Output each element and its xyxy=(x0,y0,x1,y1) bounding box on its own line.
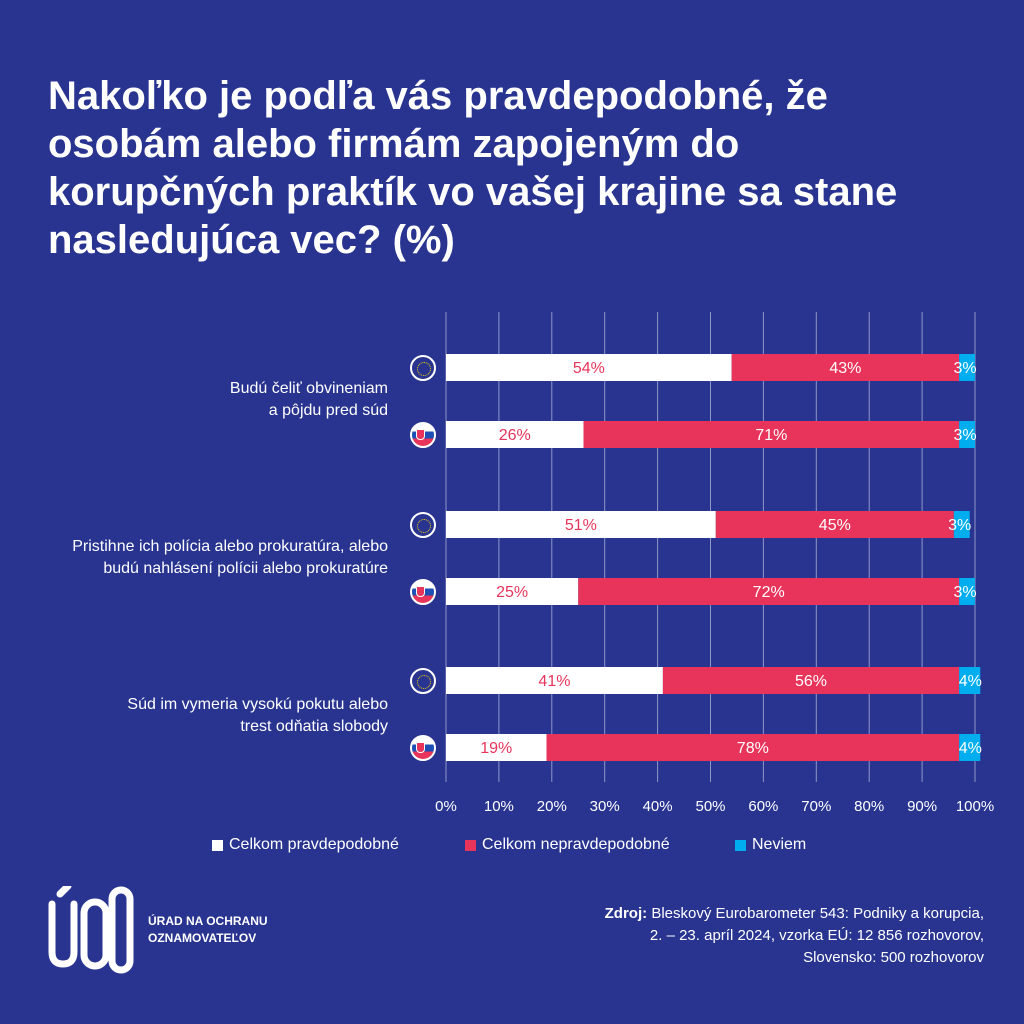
uoo-logo xyxy=(48,886,134,974)
bar-segment xyxy=(578,578,960,605)
category-label: Budú čeliť obvineniam a pôjdu pred súd xyxy=(229,380,388,419)
legend-item-likely: Celkom pravdepodobné xyxy=(212,836,399,854)
x-tick-label: 30% xyxy=(590,798,620,815)
bar-segment xyxy=(446,667,663,694)
bar-segment xyxy=(959,667,981,694)
x-tick-label: 70% xyxy=(801,798,831,815)
bar-segment xyxy=(959,421,975,448)
data-label: 3% xyxy=(948,517,971,534)
bar-segment xyxy=(446,734,547,761)
eu-flag-icon xyxy=(410,355,436,381)
data-label: 26% xyxy=(499,427,531,444)
legend-swatch xyxy=(465,839,476,851)
category-label: Pristihne ich polícia alebo prokuratúra,… xyxy=(72,538,388,577)
x-tick-label: 50% xyxy=(695,798,725,815)
data-label: 3% xyxy=(953,584,976,601)
bar-segment xyxy=(446,421,584,448)
logo-text: ÚRAD NA OCHRANU OZNAMOVATEĽOV xyxy=(148,914,268,945)
data-label: 51% xyxy=(565,517,597,534)
legend-item-unlikely: Celkom nepravdepodobné xyxy=(465,836,670,854)
bar-segment xyxy=(446,578,579,605)
legend-swatch xyxy=(735,839,746,851)
bar-segment xyxy=(959,578,975,605)
eu-flag-icon xyxy=(410,668,436,694)
data-label: 72% xyxy=(753,584,785,601)
bar-segment xyxy=(583,421,960,448)
data-label: 71% xyxy=(755,427,787,444)
x-tick-label: 0% xyxy=(435,798,457,815)
data-label: 78% xyxy=(737,740,769,757)
bar-segment xyxy=(446,511,716,538)
x-tick-label: 40% xyxy=(643,798,673,815)
data-label: 3% xyxy=(953,360,976,377)
bar-segment xyxy=(715,511,954,538)
category-label: Súd im vymeria vysokú pokutu alebo trest… xyxy=(127,696,388,735)
eu-flag-icon xyxy=(410,512,436,538)
slovakia-flag-icon xyxy=(410,735,436,761)
legend-label: Celkom pravdepodobné xyxy=(229,836,399,853)
bar-segment xyxy=(446,354,732,381)
x-tick-label: 20% xyxy=(537,798,567,815)
x-tick-label: 100% xyxy=(956,798,994,815)
bar-segment xyxy=(546,734,960,761)
data-label: 3% xyxy=(953,427,976,444)
stacked-bar-chart: 0% 10% 20% 30% 40% 50% 60% 70% 80% 90% 100% 54% 43% 3… xyxy=(435,312,994,815)
x-tick-label: 80% xyxy=(854,798,884,815)
x-tick-label: 60% xyxy=(748,798,778,815)
data-label: 56% xyxy=(795,673,827,690)
slovakia-flag-icon xyxy=(410,579,436,605)
data-label: 43% xyxy=(829,360,861,377)
bar-segment xyxy=(953,511,970,538)
slovakia-flag-icon xyxy=(410,422,436,448)
bar-segment xyxy=(662,667,960,694)
data-label: 4% xyxy=(959,740,982,757)
legend-label: Celkom nepravdepodobné xyxy=(482,836,670,853)
data-label: 45% xyxy=(819,517,851,534)
data-label: 54% xyxy=(573,360,605,377)
bar-segment xyxy=(731,354,960,381)
bar-segment xyxy=(959,734,981,761)
bar-segment xyxy=(959,354,975,381)
legend-label: Neviem xyxy=(752,836,807,853)
data-label: 19% xyxy=(480,740,512,757)
legend-swatch xyxy=(212,839,223,851)
legend-item-dont-know: Neviem xyxy=(735,836,806,854)
x-tick-label: 10% xyxy=(484,798,514,815)
data-label: 25% xyxy=(496,584,528,601)
source-note: Zdroj: Bleskový Eurobarometer 543: Podni… xyxy=(604,905,984,966)
chart-title: Nakoľko je podľa vás pravdepodobné, že o… xyxy=(48,74,898,262)
data-label: 4% xyxy=(959,673,982,690)
x-tick-label: 90% xyxy=(907,798,937,815)
data-label: 41% xyxy=(538,673,570,690)
